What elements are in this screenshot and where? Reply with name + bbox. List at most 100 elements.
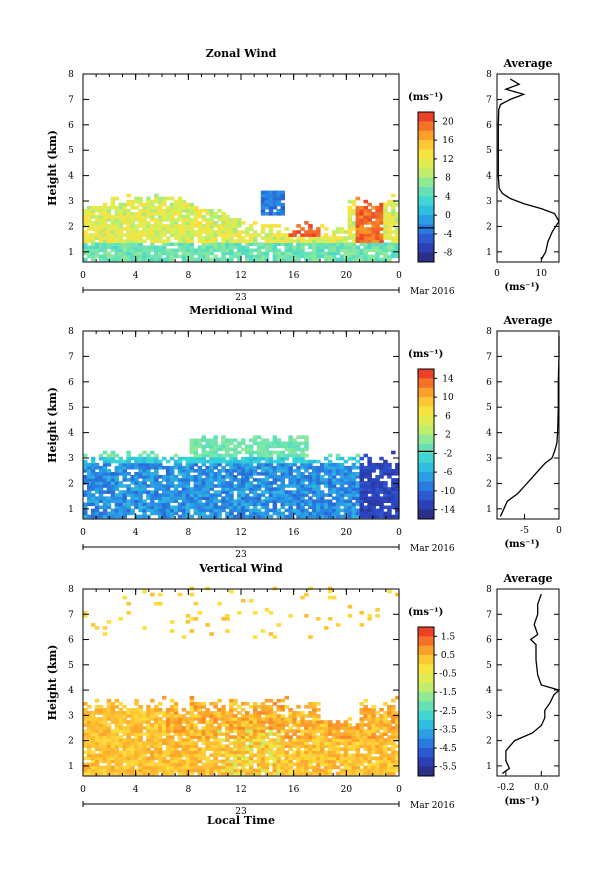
heatmap-cell (335, 465, 341, 470)
heatmap-cell (193, 248, 199, 253)
heatmap-cell (106, 738, 112, 742)
heatmap-cell (264, 469, 270, 473)
heatmap-cell (280, 771, 285, 776)
heatmap-cell (359, 735, 364, 739)
heatmap-cell (173, 511, 179, 516)
heatmap-cell (339, 257, 345, 262)
heatmap-cell (138, 759, 143, 764)
heatmap-cell (241, 478, 246, 482)
heatmap-cell (347, 242, 353, 246)
heatmap-cell (316, 714, 321, 718)
heatmap-cell (217, 508, 222, 513)
heatmap-cell (387, 726, 392, 730)
y-tick-label: 1 (486, 248, 492, 258)
heatmap-cell (201, 224, 206, 228)
heatmap-cell (122, 505, 127, 510)
heatmap-cell (391, 514, 396, 519)
heatmap-cell (205, 251, 210, 256)
heatmap-cell (292, 717, 297, 721)
heatmap-cell (233, 765, 238, 770)
heatmap-cell (90, 212, 96, 216)
heatmap-cell (268, 729, 274, 733)
heatmap-cell (339, 762, 345, 767)
heatmap-cell (185, 620, 191, 624)
heatmap-cell (288, 747, 293, 751)
heatmap-cell (391, 502, 396, 507)
heatmap-cell (154, 762, 159, 767)
heatmap-cell (138, 459, 143, 464)
heatmap-cell (169, 224, 175, 228)
heatmap-cell (83, 245, 88, 250)
colorbar-tick-label: 0.5 (441, 651, 456, 661)
heatmap-cell (87, 239, 92, 243)
heatmap-cell (201, 487, 206, 491)
heatmap-cell (225, 759, 230, 764)
heatmap-cell (351, 202, 357, 207)
heatmap-cell (173, 768, 179, 773)
heatmap-cell (233, 487, 238, 491)
heatmap-cell (241, 505, 246, 510)
heatmap-cell (367, 711, 372, 715)
heatmap-cell (276, 741, 282, 745)
heatmap-cell (142, 254, 147, 259)
heatmap-cell (379, 765, 384, 770)
heatmap-cell (304, 490, 309, 494)
heatmap-cell (201, 444, 206, 449)
heatmap-cell (87, 735, 92, 739)
heatmap-cell (177, 753, 183, 758)
heatmap-cell (260, 205, 266, 210)
heatmap-cell (197, 508, 203, 513)
heatmap-cell (260, 705, 266, 709)
heatmap-cell (252, 635, 258, 639)
heatmap-cell (126, 753, 131, 758)
heatmap-cell (264, 768, 270, 773)
heatmap-cell (276, 478, 282, 482)
heatmap-cell (126, 450, 131, 455)
colorbar-segment (418, 158, 434, 169)
heatmap-cell (201, 753, 206, 758)
heatmap-cell (351, 759, 357, 764)
heatmap-cell (169, 196, 175, 201)
heatmap-cell (225, 720, 230, 724)
heatmap-cell (308, 490, 313, 494)
heatmap-cell (316, 726, 321, 730)
heatmap-cell (308, 236, 313, 240)
heatmap-cell (320, 505, 325, 510)
heatmap-cell (181, 505, 187, 510)
heatmap-cell (379, 750, 384, 755)
heatmap-cell (209, 508, 214, 513)
heatmap-cell (185, 248, 191, 253)
heatmap-cell (229, 502, 234, 507)
heatmap-cell (162, 199, 167, 204)
heatmap-cell (138, 242, 143, 246)
heatmap-cell (177, 478, 183, 482)
heatmap-cell (83, 230, 88, 234)
heatmap-cell (391, 720, 396, 724)
heatmap-cell (106, 205, 112, 210)
heatmap-cell (260, 759, 266, 764)
heatmap-cell (122, 502, 127, 507)
heatmap-cell (359, 251, 364, 256)
heatmap-cell (312, 747, 317, 751)
heatmap-cell (268, 698, 274, 703)
heatmap-cell (351, 472, 357, 476)
heatmap-cell (87, 493, 92, 497)
heatmap-cell (276, 750, 282, 755)
heatmap-cell (197, 245, 203, 250)
heatmap-cell (304, 447, 309, 452)
heatmap-cell (264, 478, 270, 482)
heatmap-cell (359, 493, 364, 497)
heatmap-cell (248, 456, 254, 461)
heatmap-cell (395, 744, 400, 748)
heatmap-cell (379, 472, 384, 476)
heatmap-cell (197, 747, 203, 751)
heatmap-cell (248, 511, 254, 516)
heatmap-cell (280, 484, 285, 488)
heatmap-cell (391, 698, 396, 703)
heatmap-cell (375, 218, 380, 222)
heatmap-cell (150, 205, 155, 210)
heatmap-cell (98, 511, 104, 516)
heatmap-cell (229, 469, 234, 473)
heatmap-cell (237, 720, 242, 724)
heatmap-cell (233, 502, 238, 507)
